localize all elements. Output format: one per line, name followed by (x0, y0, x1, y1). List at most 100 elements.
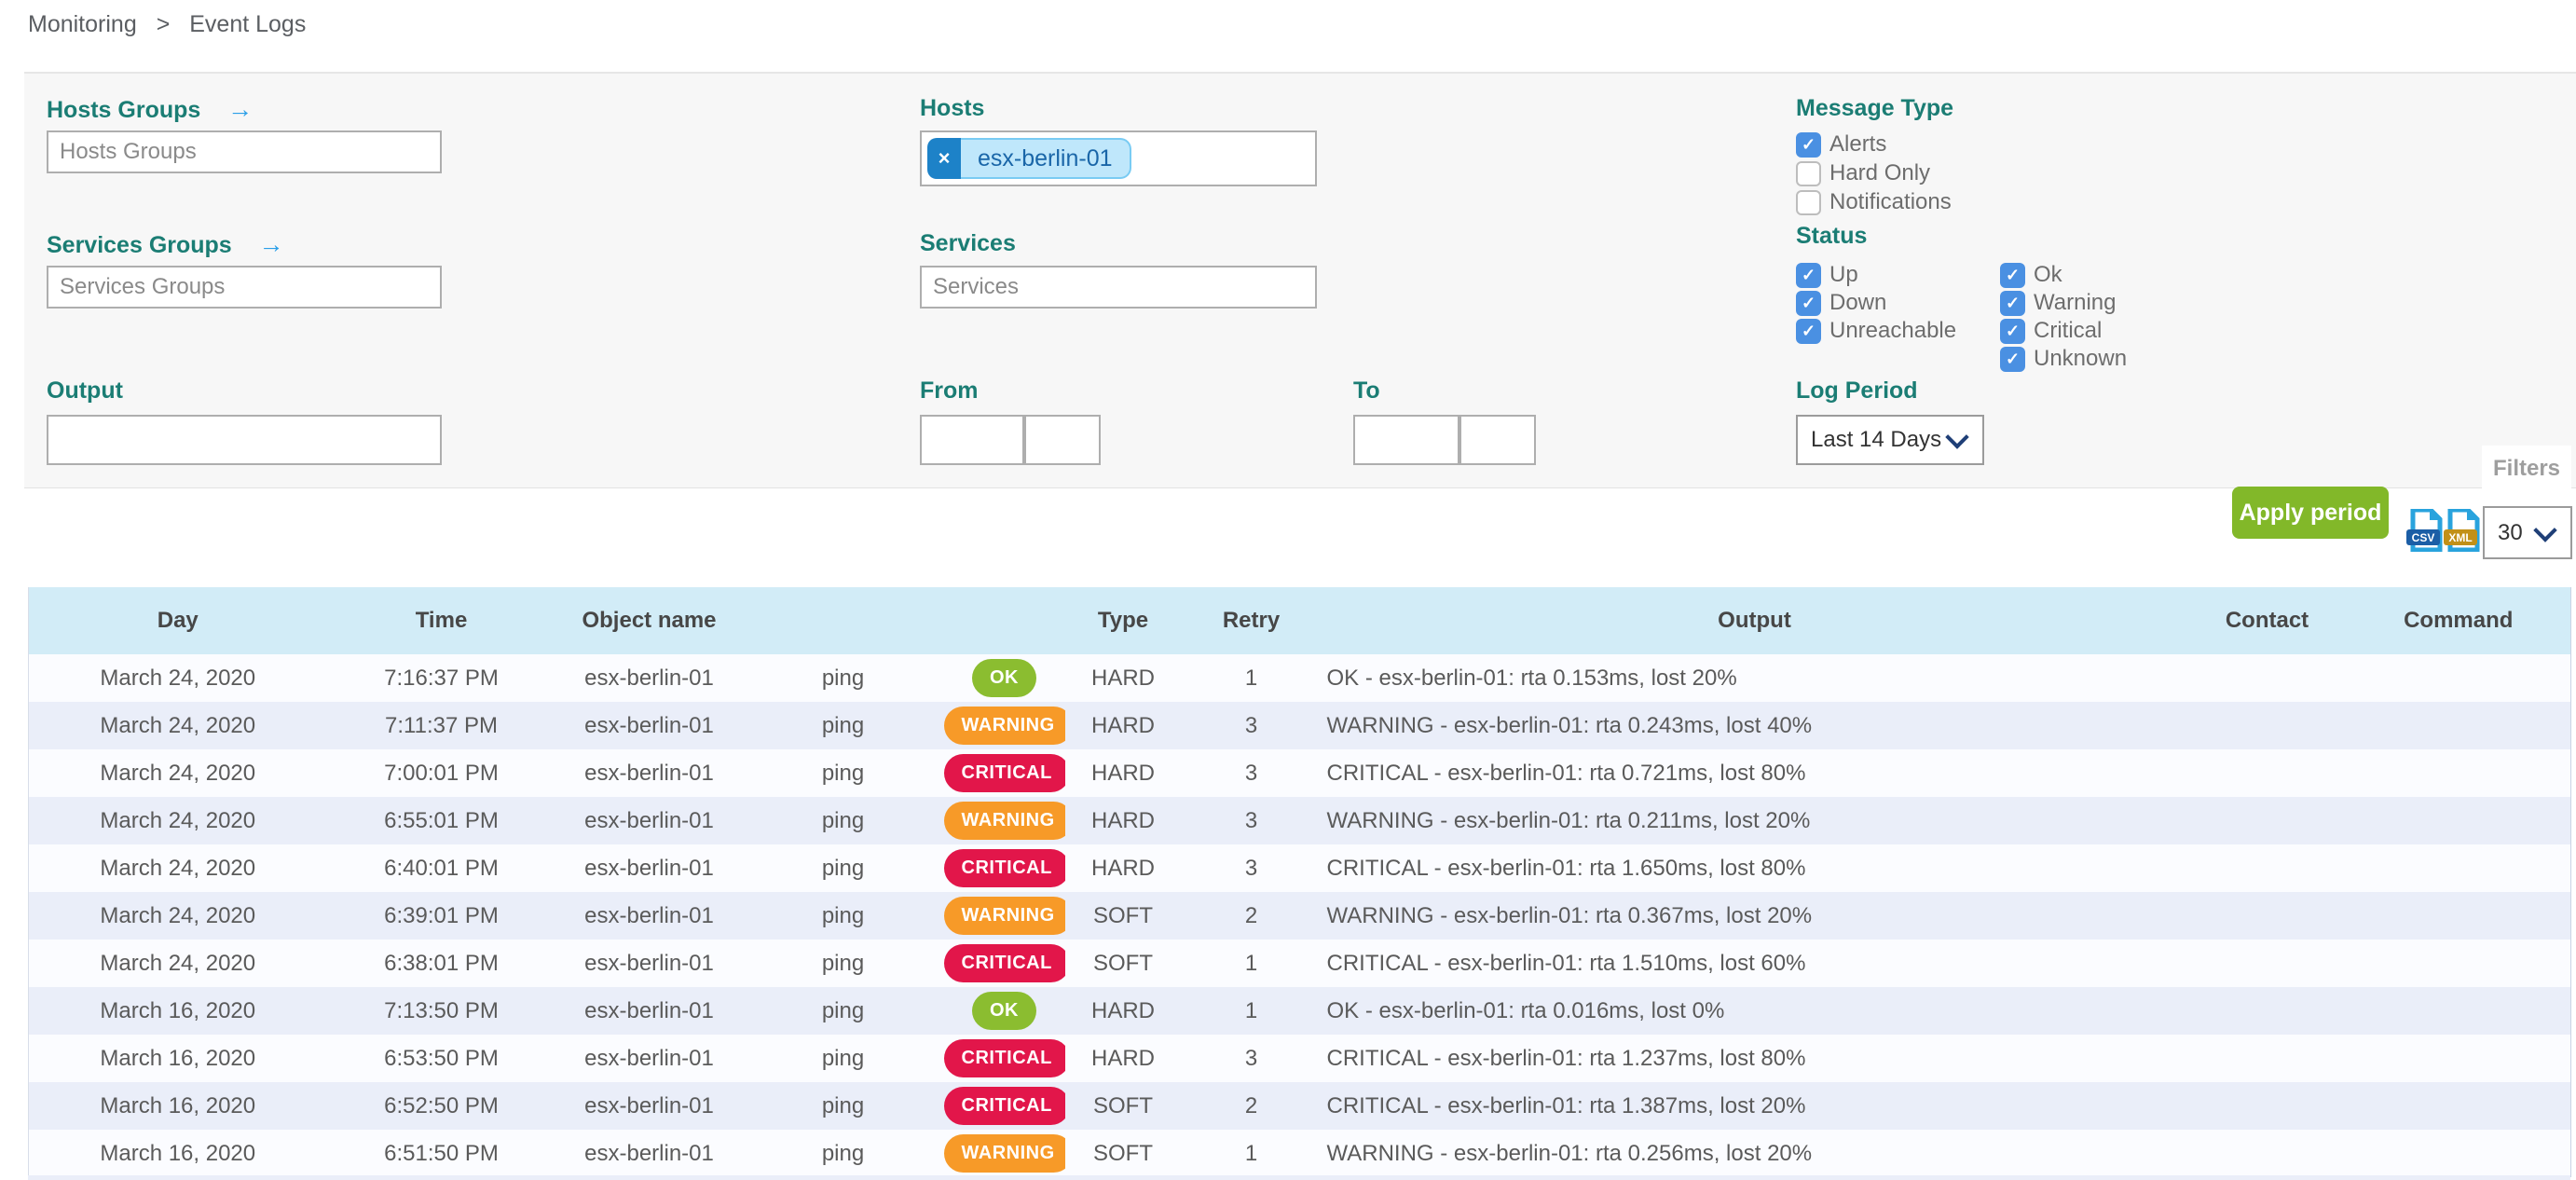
checkbox-icon[interactable] (2000, 290, 2025, 316)
cell-service[interactable]: ping (742, 1082, 944, 1130)
cell-object-name[interactable]: esx-berlin-01 (555, 1130, 743, 1177)
cell-object-name[interactable]: esx-berlin-01 (555, 654, 743, 702)
cell-retry: 2 (1181, 892, 1322, 940)
table-row[interactable]: March 24, 2020 7:00:01 PM esx-berlin-01 … (28, 749, 2571, 797)
table-row[interactable]: March 24, 2020 7:11:37 PM esx-berlin-01 … (28, 702, 2571, 749)
column-header[interactable]: Retry (1181, 587, 1322, 654)
log-period-select[interactable]: Last 14 Days (1796, 415, 1984, 465)
status-checkbox[interactable]: Warning (2000, 290, 2116, 316)
export-xml-button[interactable]: XML (2444, 509, 2481, 552)
table-row[interactable]: March 16, 2020 7:13:50 PM esx-berlin-01 … (28, 987, 2571, 1035)
services-groups-goto-arrow-icon[interactable]: → (258, 230, 284, 258)
filters-toggle-tab[interactable]: Filters (2482, 446, 2571, 492)
status-checkbox[interactable]: Unreachable (1796, 318, 1956, 344)
column-header[interactable]: Object name (555, 587, 743, 654)
to-date-input[interactable] (1353, 415, 1459, 465)
output-input[interactable] (47, 415, 442, 465)
cell-service[interactable]: ping (742, 1035, 944, 1082)
hosts-groups-goto-arrow-icon[interactable]: → (227, 95, 253, 123)
table-row-partial (28, 1175, 2570, 1180)
checkbox-icon[interactable] (2000, 262, 2025, 288)
column-header[interactable] (742, 587, 944, 654)
table-row[interactable]: March 16, 2020 6:53:50 PM esx-berlin-01 … (28, 1035, 2571, 1082)
status-checkbox[interactable]: Unknown (2000, 346, 2127, 372)
cell-object-name[interactable]: esx-berlin-01 (555, 844, 743, 892)
checkbox-icon[interactable] (1796, 131, 1821, 158)
column-header[interactable]: Type (1064, 587, 1182, 654)
cell-day: March 16, 2020 (28, 1035, 327, 1082)
cell-day: March 24, 2020 (28, 654, 327, 702)
status-checkbox[interactable]: Down (1796, 290, 1886, 316)
table-row[interactable]: March 24, 2020 6:38:01 PM esx-berlin-01 … (28, 940, 2571, 987)
cell-service[interactable]: ping (742, 702, 944, 749)
table-row[interactable]: March 16, 2020 6:52:50 PM esx-berlin-01 … (28, 1082, 2571, 1130)
cell-retry: 3 (1181, 749, 1322, 797)
cell-service[interactable]: ping (742, 654, 944, 702)
cell-service[interactable]: ping (742, 797, 944, 844)
checkbox-icon[interactable] (1796, 262, 1821, 288)
cell-time: 6:52:50 PM (326, 1082, 556, 1130)
remove-host-chip-button[interactable]: × (927, 138, 961, 179)
column-header[interactable]: Day (28, 587, 327, 654)
cell-retry: 3 (1181, 1035, 1322, 1082)
cell-service[interactable]: ping (742, 892, 944, 940)
table-row[interactable]: March 16, 2020 6:51:50 PM esx-berlin-01 … (28, 1130, 2571, 1177)
cell-object-name[interactable]: esx-berlin-01 (555, 987, 743, 1035)
cell-object-name[interactable]: esx-berlin-01 (555, 1082, 743, 1130)
cell-service[interactable]: ping (742, 749, 944, 797)
table-row[interactable]: March 24, 2020 7:16:37 PM esx-berlin-01 … (28, 654, 2571, 702)
checkbox-icon[interactable] (1796, 318, 1821, 344)
checkbox-icon[interactable] (2000, 318, 2025, 344)
breadcrumb-event-logs[interactable]: Event Logs (189, 11, 307, 37)
cell-time: 7:00:01 PM (326, 749, 556, 797)
column-header[interactable]: Time (326, 587, 556, 654)
apply-period-button[interactable]: Apply period (2232, 487, 2389, 539)
cell-object-name[interactable]: esx-berlin-01 (555, 749, 743, 797)
cell-object-name[interactable]: esx-berlin-01 (555, 797, 743, 844)
message-type-checkbox[interactable]: Notifications (1796, 189, 1952, 215)
cell-time: 6:39:01 PM (326, 892, 556, 940)
column-header[interactable]: Contact (2187, 587, 2347, 654)
cell-service[interactable]: ping (742, 987, 944, 1035)
table-row[interactable]: March 24, 2020 6:55:01 PM esx-berlin-01 … (28, 797, 2571, 844)
checkbox-icon[interactable] (1796, 189, 1821, 215)
to-label: To (1353, 377, 1380, 404)
hosts-groups-input[interactable] (47, 130, 442, 173)
cell-object-name[interactable]: esx-berlin-01 (555, 892, 743, 940)
page-size-select[interactable]: 30 (2483, 506, 2572, 559)
column-header[interactable]: Output (1321, 587, 2188, 654)
log-period-label: Log Period (1796, 377, 1918, 404)
checkbox-label: Hard Only (1829, 160, 1931, 185)
status-checkbox[interactable]: Critical (2000, 318, 2102, 344)
cell-day: March 24, 2020 (28, 940, 327, 987)
cell-object-name[interactable]: esx-berlin-01 (555, 940, 743, 987)
status-checkbox[interactable]: Up (1796, 262, 1858, 288)
checkbox-icon[interactable] (1796, 160, 1821, 186)
to-time-input[interactable] (1459, 415, 1536, 465)
checkbox-icon[interactable] (2000, 346, 2025, 372)
from-date-input[interactable] (920, 415, 1024, 465)
cell-time: 6:53:50 PM (326, 1035, 556, 1082)
cell-service[interactable]: ping (742, 1130, 944, 1177)
table-row[interactable]: March 24, 2020 6:39:01 PM esx-berlin-01 … (28, 892, 2571, 940)
export-csv-button[interactable]: CSV (2406, 509, 2444, 552)
cell-object-name[interactable]: esx-berlin-01 (555, 702, 743, 749)
xml-file-icon: XML (2444, 509, 2481, 552)
cell-retry: 3 (1181, 844, 1322, 892)
cell-service[interactable]: ping (742, 940, 944, 987)
hosts-input[interactable]: × esx-berlin-01 (920, 130, 1317, 186)
message-type-checkbox[interactable]: Alerts (1796, 131, 1886, 158)
message-type-checkbox[interactable]: Hard Only (1796, 160, 1930, 186)
table-row[interactable]: March 24, 2020 6:40:01 PM esx-berlin-01 … (28, 844, 2571, 892)
breadcrumb-monitoring[interactable]: Monitoring (28, 11, 137, 37)
cell-object-name[interactable]: esx-berlin-01 (555, 1035, 743, 1082)
checkbox-icon[interactable] (1796, 290, 1821, 316)
status-checkbox[interactable]: Ok (2000, 262, 2062, 288)
checkbox-label: Warning (2034, 290, 2117, 315)
services-groups-input[interactable] (47, 266, 442, 309)
column-header[interactable]: Command (2346, 587, 2571, 654)
from-time-input[interactable] (1024, 415, 1101, 465)
cell-service[interactable]: ping (742, 844, 944, 892)
column-header[interactable] (943, 587, 1065, 654)
services-input[interactable] (920, 266, 1317, 309)
